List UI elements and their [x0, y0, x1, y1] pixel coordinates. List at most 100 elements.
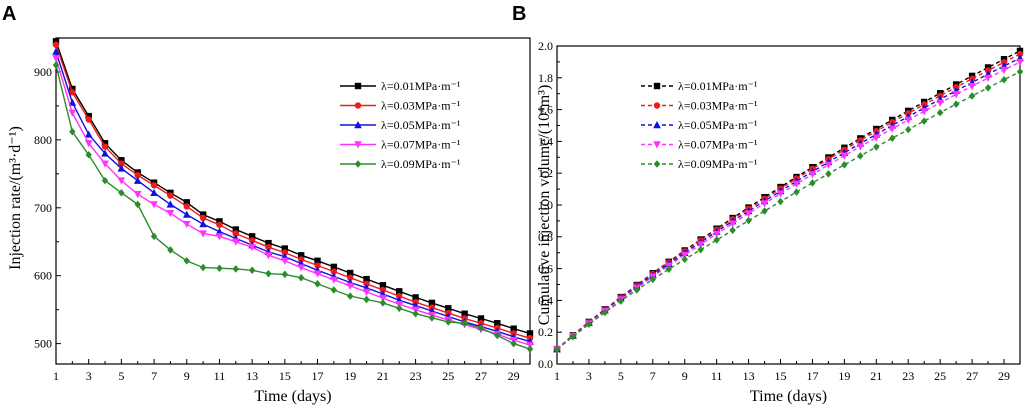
data-point-a-2 [396, 292, 403, 300]
x-tick-label-a: 19 [344, 369, 356, 383]
data-point-b-5 [968, 92, 976, 100]
data-point-b-5 [1016, 67, 1024, 76]
data-point-b-5 [841, 160, 848, 169]
series-a-3 [52, 47, 534, 345]
data-point-a-1 [363, 275, 370, 283]
data-point-a-1 [314, 257, 321, 264]
data-point-a-1 [183, 199, 190, 206]
data-point-b-5 [713, 236, 720, 244]
data-point-b-5 [793, 188, 800, 196]
data-point-a-2 [363, 280, 370, 288]
data-point-b-4 [872, 134, 881, 142]
data-point-a-1 [281, 245, 289, 252]
data-point-a-3 [101, 149, 109, 157]
data-point-a-2 [314, 262, 321, 269]
y-tick-label-b: 0.8 [538, 230, 553, 244]
data-point-b-5 [984, 84, 992, 92]
data-point-b-5 [697, 245, 704, 254]
data-point-a-1 [297, 252, 305, 259]
data-point-a-5 [477, 324, 485, 332]
data-point-b-4 [920, 108, 929, 116]
data-point-b-5 [617, 297, 625, 305]
data-point-b-5 [649, 275, 656, 284]
data-point-a-4 [52, 55, 60, 63]
x-tick-label-b: 11 [711, 369, 723, 383]
x-tick-label-b: 21 [870, 369, 882, 383]
data-point-b-4 [792, 180, 801, 188]
data-point-b-4 [904, 116, 913, 124]
x-tick-label-a: 21 [377, 369, 389, 383]
series-a-5 [52, 61, 534, 353]
series-line-b-2 [556, 53, 1021, 350]
legend-entry-b-2: λ=0.03MPa·m⁻¹ [641, 99, 758, 113]
data-point-a-5 [526, 345, 534, 353]
data-point-b-5 [777, 197, 784, 206]
data-point-b-4 [776, 190, 785, 198]
data-point-a-4 [166, 210, 175, 218]
data-point-b-4 [1000, 66, 1008, 75]
chart-b: 1 3 5 7 9 11 13 15 17 19 21 23 25 27 290.00.20.40.60.8… [536, 39, 1024, 405]
data-point-a-5 [199, 263, 207, 272]
data-point-a-1 [412, 294, 419, 301]
y-tick-label-b: 1.4 [538, 134, 553, 148]
data-point-b-5 [857, 152, 864, 160]
data-point-a-5 [69, 127, 76, 136]
chart-a: 1 3 5 7 9 11 13 15 17 19 21 23 25 27 29500600700800900… [7, 37, 534, 405]
data-point-b-5 [905, 125, 912, 134]
legend-label-b-2: λ=0.03MPa·m⁻¹ [678, 99, 758, 113]
x-tick-label-a: 7 [151, 369, 157, 383]
data-point-b-5 [889, 134, 896, 143]
series-line-b-3 [556, 57, 1021, 350]
y-tick-label-b: 2.0 [538, 39, 553, 53]
data-point-a-4 [182, 220, 191, 229]
data-point-a-5 [428, 314, 436, 322]
data-point-a-2 [330, 268, 338, 275]
data-point-b-5 [936, 108, 944, 117]
x-tick-label-b: 25 [934, 369, 946, 383]
data-point-a-4 [346, 282, 355, 290]
legend-marker-b-3 [653, 121, 661, 129]
data-point-a-4 [215, 233, 224, 241]
x-tick-label-a: 3 [86, 369, 92, 383]
data-point-a-2 [216, 221, 223, 228]
data-point-a-3 [117, 164, 126, 172]
data-point-a-4 [68, 109, 77, 117]
x-tick-label-a: 13 [246, 369, 258, 383]
data-point-a-5 [248, 266, 256, 275]
data-point-b-4 [936, 99, 944, 107]
x-tick-label-a: 9 [184, 369, 190, 383]
data-point-a-5 [347, 292, 354, 300]
data-point-b-5 [665, 265, 672, 274]
data-point-a-2 [379, 286, 387, 294]
x-tick-label-b: 7 [650, 369, 656, 383]
data-point-b-4 [712, 230, 721, 238]
data-point-b-5 [729, 226, 736, 235]
data-point-a-5 [412, 309, 419, 318]
y-axis-title-a: Injection rate/(m³·d⁻¹) [7, 126, 24, 270]
data-point-b-4 [728, 220, 737, 228]
data-point-a-3 [68, 98, 77, 106]
series-line-b-5 [556, 71, 1021, 351]
x-tick-label-b: 9 [682, 369, 688, 383]
data-point-a-2 [85, 116, 92, 123]
data-point-b-5 [825, 170, 832, 178]
x-axis-title-a: Time (days) [254, 388, 331, 405]
y-tick-label-b: 1.2 [538, 166, 553, 180]
data-point-a-1 [69, 85, 76, 93]
legend-marker-a-1 [354, 82, 362, 90]
data-point-a-5 [183, 256, 190, 265]
data-point-b-5 [553, 345, 561, 354]
y-tick-label-a: 900 [34, 65, 52, 79]
x-tick-label-a: 29 [508, 369, 520, 383]
data-point-a-2 [150, 182, 158, 189]
data-point-a-3 [84, 130, 93, 138]
series-line-b-1 [556, 50, 1021, 350]
data-point-a-2 [183, 203, 190, 210]
legend-label-a-1: λ=0.01MPa·m⁻¹ [381, 79, 461, 93]
data-point-a-2 [297, 256, 305, 263]
data-point-a-5 [167, 246, 174, 254]
legend-label-b-3: λ=0.05MPa·m⁻¹ [678, 118, 758, 132]
data-point-a-4 [248, 243, 256, 252]
legend-marker-a-5 [354, 160, 362, 168]
x-tick-label-a: 27 [475, 369, 487, 383]
